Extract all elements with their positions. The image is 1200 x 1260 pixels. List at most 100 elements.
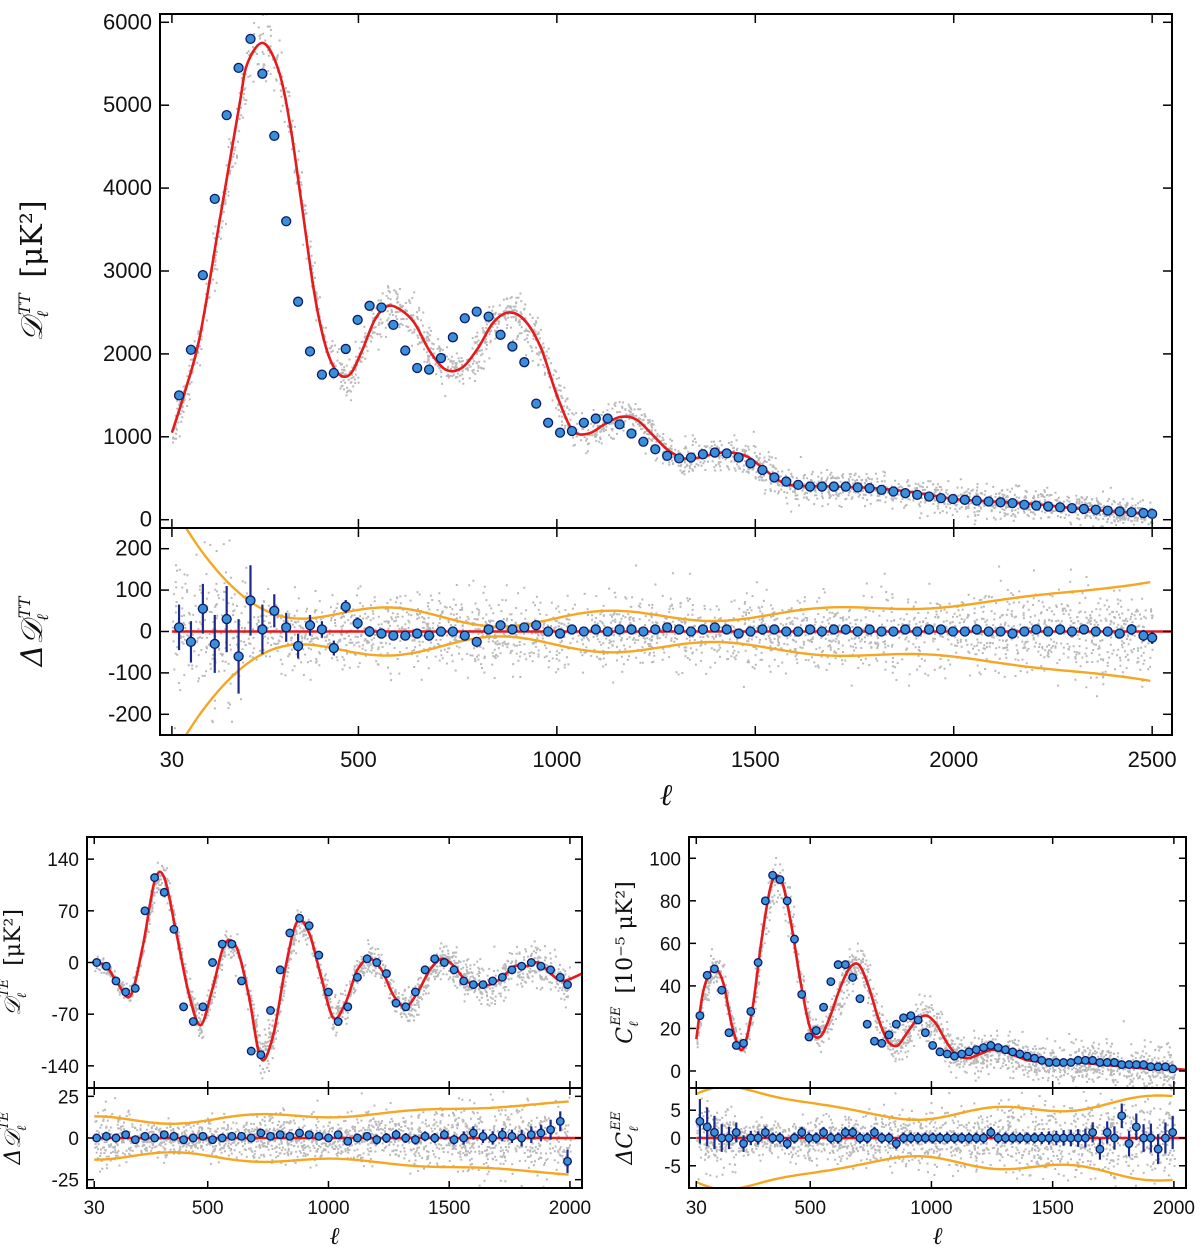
te-residual-point <box>111 1133 121 1143</box>
te-residual-point <box>468 1128 478 1138</box>
ee-binned-point <box>848 972 858 982</box>
ee-binned-point <box>702 970 712 980</box>
ee-binned-point <box>971 1045 981 1055</box>
tt-residual-point <box>376 628 387 639</box>
te-binned-point <box>488 976 498 986</box>
tt-binned-point <box>935 493 947 504</box>
ee-residual-point <box>768 1133 778 1143</box>
ee-residual-point <box>1015 1133 1025 1143</box>
ee-binned-point <box>797 989 807 999</box>
ee-binned-point <box>920 1028 930 1038</box>
ee-residual-point <box>979 1133 989 1143</box>
ee-residual-point <box>840 1127 850 1137</box>
tt-binned-point <box>1007 497 1018 509</box>
te-residual-point <box>497 1130 507 1140</box>
te-binned-point <box>159 887 169 897</box>
te-binned-point <box>256 1050 266 1060</box>
tt-residual-point <box>923 624 935 635</box>
tt-residual-point <box>947 626 959 637</box>
ee-ytick-label: 40 <box>660 977 681 998</box>
tt-residual-ylabel: Δ𝒟ℓTT <box>15 595 52 667</box>
tt-binned-point <box>971 495 982 506</box>
tt-binned-point <box>1114 506 1125 517</box>
ee-xlabel: ℓ <box>933 1222 943 1250</box>
tt-ytick-label: 3000 <box>103 258 152 283</box>
ee-residual-point <box>964 1133 974 1143</box>
tt-residual-point <box>662 622 673 633</box>
te-residual-point <box>121 1130 131 1140</box>
tt-binned-point <box>1147 508 1158 520</box>
ee-residual-point <box>695 1116 705 1126</box>
tt-chart: 30 500 1000 1500 2000 2500ℓ010002000300040005… <box>15 9 1177 813</box>
te-xtick-label: 2000 <box>549 1198 591 1219</box>
ee-binned-point <box>826 977 836 987</box>
ee-binned-point <box>1030 1053 1039 1063</box>
ee-binned-point <box>957 1049 967 1059</box>
tt-residual-point <box>900 624 911 635</box>
te-residual-point <box>324 1133 333 1143</box>
tt-binned-point <box>840 481 851 492</box>
ee-binned-point <box>775 875 785 884</box>
tt-residual-point <box>959 626 970 637</box>
tt-xlabel: ℓ <box>660 778 673 813</box>
ee-residual-cloud <box>696 1088 1176 1188</box>
tt-binned-point <box>1066 502 1078 514</box>
te-binned-point <box>459 976 469 986</box>
te-xtick-label: 30 <box>84 1198 105 1219</box>
tt-binned-point <box>900 488 911 499</box>
tt-binned-point <box>733 452 744 463</box>
te-binned-point <box>555 972 565 982</box>
ee-residual-point <box>942 1133 952 1143</box>
ee-envelope-lower <box>695 1154 1173 1188</box>
tt-residual-point <box>650 624 661 635</box>
ee-binned-point <box>862 1019 872 1029</box>
te-binned-point <box>352 972 362 982</box>
tt-residual-point <box>507 624 518 635</box>
tt-residual-point <box>995 626 1006 637</box>
ee-binned-point <box>1088 1055 1098 1065</box>
ee-binned-point <box>804 1032 814 1042</box>
tt-residual-point <box>1147 632 1158 643</box>
ee-binned-point <box>790 934 799 944</box>
ee-binned-point <box>964 1047 974 1057</box>
tt-residual-point <box>328 642 339 654</box>
ee-binned-point <box>1153 1062 1163 1072</box>
tt-residual-ytick-label: -200 <box>108 701 152 726</box>
te-residual-point <box>227 1131 237 1141</box>
tt-residual-point <box>685 626 697 637</box>
ee-binned-point <box>1146 1062 1156 1072</box>
tt-binned-point <box>983 496 994 507</box>
ee-binned-point <box>782 896 792 906</box>
ee-residual-point <box>884 1133 894 1143</box>
tt-binned-point <box>316 369 328 380</box>
tt-residual-point <box>1114 628 1125 639</box>
te-residual-point <box>150 1133 160 1143</box>
tt-binned-point <box>828 481 840 492</box>
ee-binned-point <box>928 1041 938 1050</box>
tt-binned-point <box>495 329 506 340</box>
te-binned-point <box>401 1002 411 1012</box>
tt-residual-point <box>971 624 982 635</box>
tt-residual-point <box>566 624 578 635</box>
ee-residual-ytick-label: -5 <box>664 1157 681 1178</box>
tt-residual-point <box>447 626 459 637</box>
tt-binned-point <box>864 483 875 494</box>
te-residual-point <box>266 1131 275 1141</box>
te-binned-point <box>507 965 517 975</box>
tt-binned-point <box>507 341 518 352</box>
tt-residual-point <box>495 620 506 631</box>
ee-binned-point <box>1102 1058 1112 1067</box>
ee-residual-ytick-label: 5 <box>670 1101 681 1122</box>
tt-binned-point <box>423 364 435 375</box>
tt-residual-point <box>793 626 804 637</box>
tt-residual-point <box>626 624 637 635</box>
ee-residual-point <box>1030 1133 1039 1143</box>
te-binned-point <box>179 1002 189 1012</box>
te-residual-point <box>101 1131 111 1141</box>
te-residual-point <box>459 1133 469 1143</box>
tt-binned-point <box>1138 507 1149 519</box>
tt-residual-point <box>542 626 554 637</box>
te-binned-point <box>314 950 324 960</box>
te-binned-point <box>536 961 546 971</box>
tt-binned-point <box>959 494 970 505</box>
